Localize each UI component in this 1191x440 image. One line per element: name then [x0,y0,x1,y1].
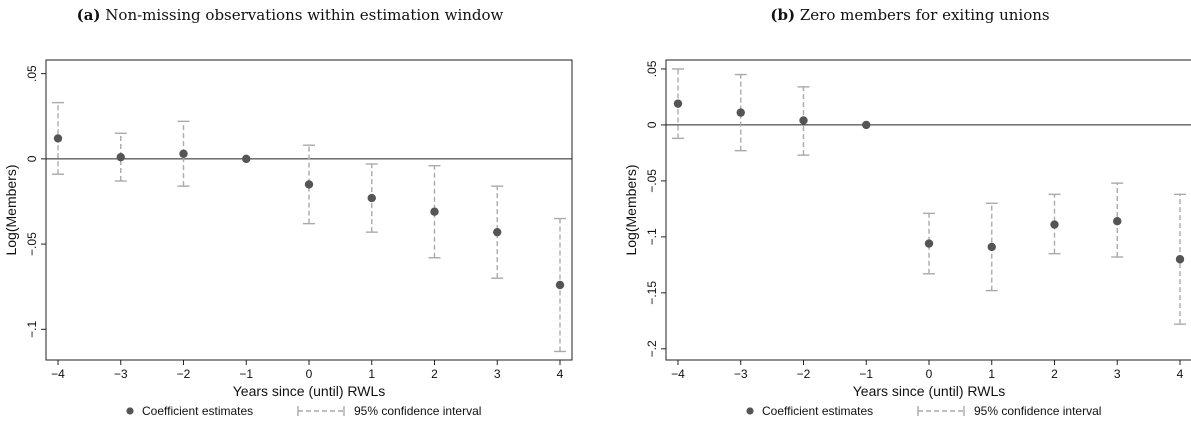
y-tick-label: −.05 [645,169,659,193]
plot-frame [45,59,573,361]
x-tick-label: 3 [494,367,501,381]
x-tick-label: −3 [114,367,128,381]
y-tick-label: 0 [645,121,659,128]
x-tick-label: −4 [671,367,685,381]
chart-plot: −4 −3 −2 −1 0 1 2 3 4 .05 0 −.05 −.1 −.15 −.2 Years sin… [623,59,1191,418]
x-tick-label: 2 [431,367,438,381]
panel-title-text: Zero members for exiting unions [799,6,1050,24]
data-point [1175,255,1185,264]
x-tick-label: 4 [1177,367,1184,381]
x-axis-label: Years since (until) RWLs [233,383,386,399]
chart-panel-b: (b) Zero members for exiting unions −4 −3… [620,0,1191,440]
chart-plot: −4 −3 −2 −1 0 1 2 3 4 .05 0 −.05 −.1 Years since (unt… [3,59,573,418]
chart-title: (b) Zero members for exiting unions [620,6,1191,24]
data-point [736,108,745,117]
data-point [367,193,376,203]
y-axis-label: Log(Members) [623,164,639,255]
x-tick-label: −4 [51,367,65,381]
y-tick-label: −.1 [645,228,659,245]
x-tick-label: −1 [239,367,253,381]
data-point [924,239,934,248]
chart-panel-a: (a) Non-missing observations within esti… [0,0,580,440]
y-tick-label: .05 [645,60,659,77]
legend-point-marker [126,407,134,415]
y-tick-label: 0 [25,155,39,162]
x-axis-label: Years since (until) RWLs [853,383,1006,399]
legend-label-ci: 95% confidence interval [354,404,481,418]
y-tick-label: −.2 [645,340,659,357]
x-tick-label: −1 [859,367,873,381]
data-point [862,120,871,130]
data-point [673,99,683,108]
data-point [987,242,996,252]
y-tick-label: −.05 [25,232,39,256]
data-point [555,280,565,290]
data-point [1113,216,1122,226]
panel-tag: (b) [770,6,796,24]
x-tick-label: 3 [1114,367,1121,381]
x-tick-label: −2 [177,367,191,381]
y-axis-label: Log(Members) [3,164,19,255]
x-tick-label: −3 [734,367,748,381]
x-tick-label: 0 [306,367,313,381]
chart-title: (a) Non-missing observations within esti… [0,6,580,24]
x-tick-label: 0 [926,367,933,381]
x-tick-label: −2 [797,367,811,381]
legend-point-marker [746,407,754,415]
panel-tag: (a) [76,6,101,24]
data-point [242,154,251,164]
panel-title-text: Non-missing observations within estimati… [105,6,504,24]
x-tick-label: 4 [557,367,564,381]
legend-label-estimates: Coefficient estimates [762,404,873,418]
data-point [1050,220,1059,229]
data-point [493,227,502,237]
plot-frame [665,59,1191,361]
data-point [116,152,125,162]
legend-label-estimates: Coefficient estimates [142,404,253,418]
data-point [179,149,188,158]
x-tick-label: 1 [988,367,995,381]
legend-label-ci: 95% confidence interval [974,404,1101,418]
data-point [304,180,314,189]
data-point [430,207,439,216]
data-point [799,116,808,125]
y-tick-label: −.1 [25,320,39,337]
x-tick-label: 1 [368,367,375,381]
y-tick-label: .05 [25,65,39,82]
data-point [53,134,63,143]
x-tick-label: 2 [1051,367,1058,381]
y-tick-label: −.15 [645,281,659,305]
